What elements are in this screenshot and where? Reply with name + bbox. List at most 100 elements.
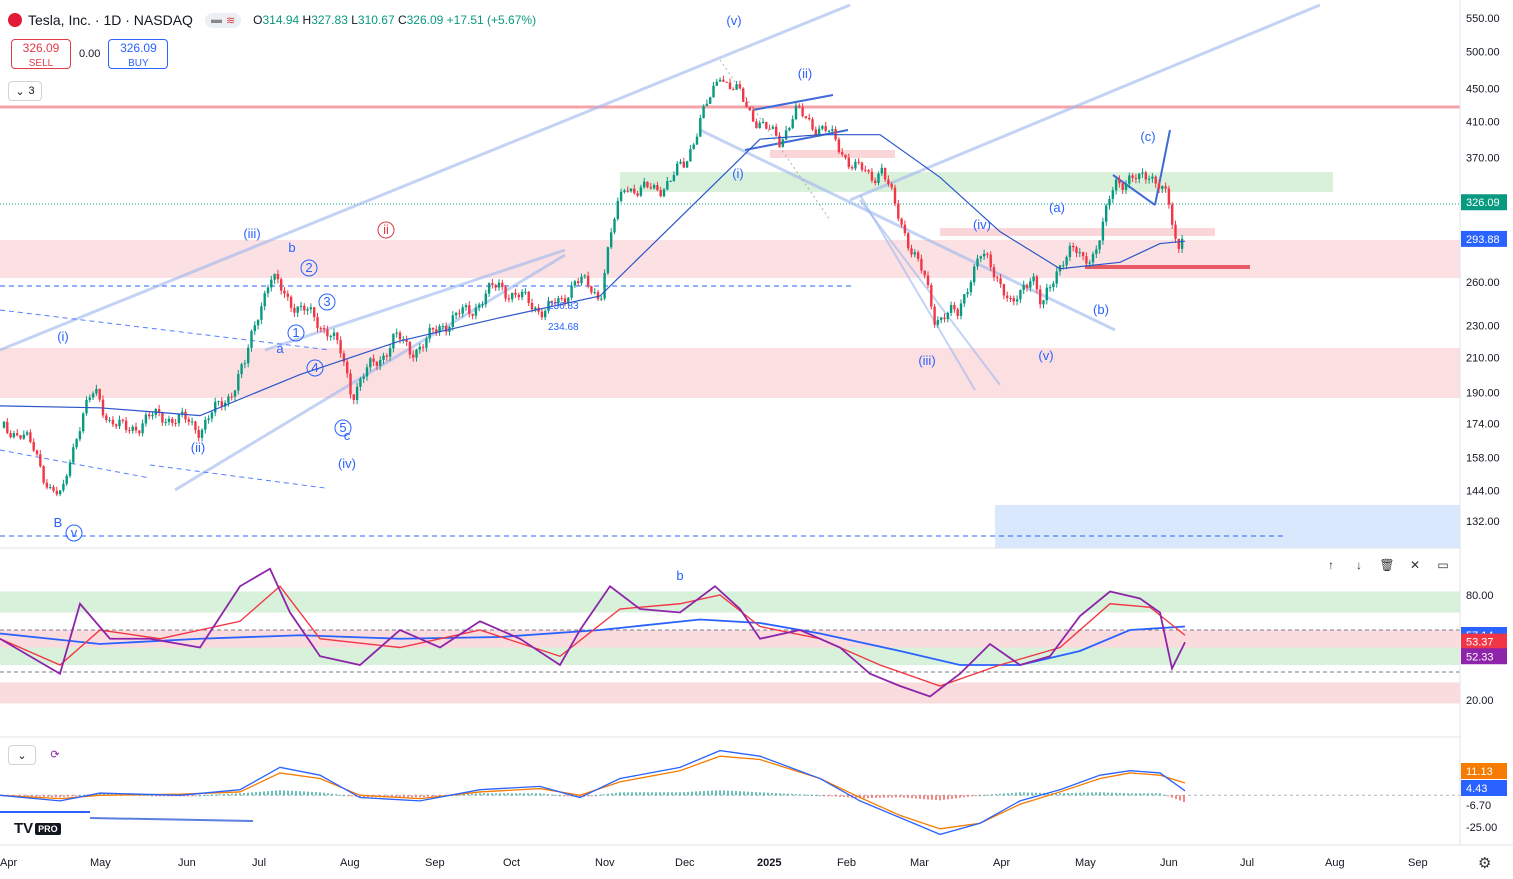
candle-body (1114, 179, 1118, 191)
macd-histogram-bar (163, 795, 165, 797)
resistance-zone (0, 240, 1460, 278)
rsi-value-tag (1461, 633, 1507, 650)
candle-body (699, 118, 702, 137)
candle-body (900, 218, 903, 225)
candle-body (230, 396, 233, 398)
candle-body (247, 347, 250, 364)
macd-histogram-bar (335, 794, 337, 796)
macd-histogram-bar (1063, 793, 1065, 796)
price-tick-label: 370.00 (1466, 153, 1500, 165)
macd-histogram-bar (479, 793, 481, 796)
maximize-pane-icon[interactable]: ▭ (1437, 558, 1449, 572)
indicators-pill[interactable]: ▬ ≋ (204, 12, 242, 28)
macd-histogram-bar (715, 790, 717, 796)
chevron-down-icon[interactable]: ⌄ (8, 745, 36, 765)
macd-histogram-bar (235, 793, 237, 796)
candle-body (550, 300, 553, 303)
move-down-icon[interactable]: ↓ (1356, 558, 1362, 572)
macd-histogram-bar (623, 792, 625, 796)
macd-histogram-bar (31, 795, 33, 797)
collapse-indicators-button[interactable]: ⌄ 3 (8, 81, 42, 101)
candle-body (567, 297, 570, 304)
macd-histogram-bar (1091, 792, 1093, 796)
macd-histogram-bar (543, 793, 545, 796)
macd-histogram-bar (923, 795, 925, 800)
candle-body (164, 422, 167, 424)
macd-histogram-bar (311, 791, 313, 796)
macd-histogram-bar (591, 795, 593, 797)
candle-body (227, 396, 230, 403)
macd-histogram-bar (47, 795, 49, 797)
candle-body (474, 307, 478, 316)
gear-icon[interactable]: ⚙ (1478, 855, 1492, 872)
candle-body (1045, 287, 1048, 301)
macd-histogram-bar (1151, 793, 1153, 796)
macd-histogram-bar (687, 791, 689, 796)
macd-histogram-bar (971, 795, 973, 797)
candle-body (1085, 256, 1088, 264)
macd-histogram-bar (191, 795, 193, 797)
candle-body (534, 307, 537, 310)
candle-body (511, 292, 514, 300)
time-tick-label: Mar (910, 857, 929, 869)
pane-toolbar: ↑ ↓ 🗑 ✕ ▭ (1320, 556, 1454, 574)
support-zone (0, 348, 1460, 398)
macd-histogram-bar (459, 794, 461, 796)
candle-body (1078, 252, 1081, 254)
macd-histogram-bar (703, 791, 705, 796)
candle-body (992, 267, 996, 278)
macd-histogram-bar (1015, 792, 1017, 796)
macd-histogram-bar (1123, 793, 1125, 796)
candle-body (1171, 204, 1174, 225)
candle-body (108, 419, 111, 421)
macd-histogram-bar (555, 794, 557, 796)
macd-histogram-bar (811, 794, 813, 796)
wave-label-circle (334, 419, 352, 437)
candle-body (78, 431, 82, 440)
wave-label: 3 (323, 294, 330, 309)
candle-body (913, 252, 916, 255)
candle-body (379, 359, 382, 366)
candle-body (425, 338, 428, 348)
delete-icon[interactable]: 🗑 (1379, 558, 1395, 572)
candle-body (1032, 276, 1035, 282)
candle-body (342, 353, 346, 362)
macd-histogram-bar (391, 795, 393, 798)
candle-body (685, 161, 689, 168)
refresh-icon[interactable]: ⟳ (42, 745, 68, 763)
dotted-line (719, 59, 831, 221)
candle-body (286, 293, 289, 297)
candle-body (19, 435, 22, 439)
candle-body (1164, 186, 1167, 189)
macd-histogram-bar (43, 795, 45, 797)
tesla-logo-icon (8, 13, 22, 27)
candle-body (478, 304, 481, 308)
move-up-icon[interactable]: ↑ (1328, 558, 1334, 572)
candle-body (58, 490, 62, 495)
macd-histogram-bar (299, 791, 301, 796)
symbol-title[interactable]: Tesla, Inc. · 1D · NASDAQ (28, 12, 193, 28)
candle-body (732, 89, 735, 91)
macd-histogram-bar (419, 795, 421, 798)
candle-body (497, 282, 501, 288)
buy-button[interactable]: 326.09 BUY (108, 39, 169, 69)
macd-histogram-bar (647, 792, 649, 796)
candle-body (1121, 183, 1124, 190)
macd-histogram-bar (1075, 792, 1077, 796)
candle-body (22, 434, 25, 439)
candle-body (831, 129, 834, 131)
candle-body (336, 332, 339, 341)
macd-histogram-bar (759, 792, 761, 796)
tradingview-logo: TV PRO (14, 820, 61, 837)
macd-histogram-bar (39, 795, 41, 797)
sell-button[interactable]: 326.09 SELL (11, 39, 71, 69)
candle-body (702, 105, 705, 119)
macd-histogram-bar (495, 793, 497, 796)
candle-body (468, 305, 471, 314)
collapse-pane-icon[interactable]: ✕ (1409, 558, 1421, 572)
candle-body (883, 167, 887, 180)
macd-histogram-bar (967, 795, 969, 797)
candle-body (659, 190, 662, 197)
macd-histogram-bar (627, 792, 629, 796)
